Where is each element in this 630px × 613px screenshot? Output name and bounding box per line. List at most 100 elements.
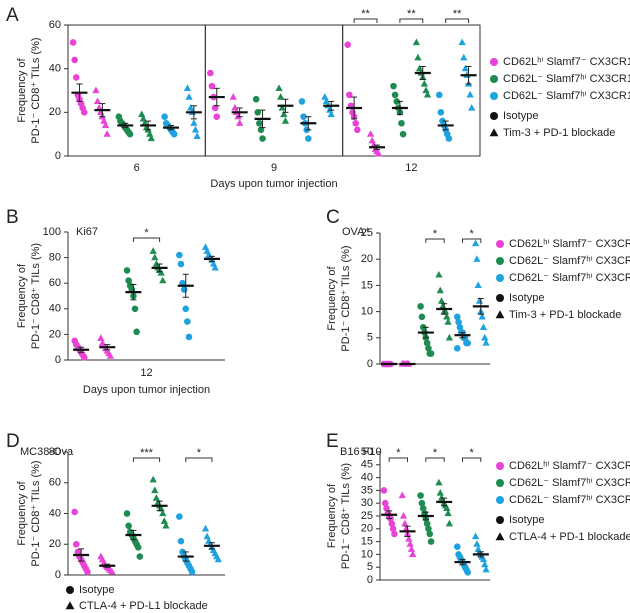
legend-label: Isotype xyxy=(503,110,538,122)
significance-bracket xyxy=(425,457,445,462)
data-point xyxy=(473,255,481,262)
data-point xyxy=(71,56,78,64)
y-axis-label: Frequency of xyxy=(16,57,28,122)
y-axis-label: PD-1⁻ CD8⁺ TILs (%) xyxy=(30,243,42,349)
data-point xyxy=(456,324,464,331)
data-point xyxy=(147,134,155,142)
data-point xyxy=(426,530,434,538)
data-point xyxy=(161,113,168,120)
data-point xyxy=(399,130,407,138)
data-point xyxy=(417,303,424,310)
data-point xyxy=(481,560,489,568)
y-axis-label: Frequency of xyxy=(326,265,338,330)
significance-label: * xyxy=(433,447,438,459)
y-tick-label: 0 xyxy=(367,358,373,370)
y-tick-label: 40 xyxy=(361,472,373,484)
data-point xyxy=(415,64,424,72)
x-axis-label: Days upon tumor injection xyxy=(210,178,337,190)
y-tick-label: 100 xyxy=(43,226,61,238)
x-tick-label: 9 xyxy=(271,162,277,174)
legend-marker xyxy=(490,112,498,120)
data-point xyxy=(435,91,443,99)
data-point xyxy=(473,540,481,547)
data-point xyxy=(203,532,211,540)
data-point xyxy=(422,86,430,94)
data-point xyxy=(391,91,399,99)
data-point xyxy=(417,492,424,499)
y-tick-label: 80 xyxy=(49,446,61,458)
data-point xyxy=(458,38,466,46)
data-point xyxy=(159,276,167,284)
data-point xyxy=(427,538,435,545)
legend-marker xyxy=(496,496,504,504)
data-point xyxy=(443,504,451,511)
data-point xyxy=(482,565,490,573)
data-point xyxy=(445,135,453,142)
data-point xyxy=(84,568,91,576)
data-point xyxy=(236,119,244,126)
data-point xyxy=(453,543,461,551)
y-tick-label: 0 xyxy=(55,354,61,366)
legend-label: CD62Lʰⁱ Slamf7⁻ CX3CR1⁻ xyxy=(509,460,630,472)
y-tick-label: 10 xyxy=(361,306,373,318)
data-point xyxy=(298,98,306,105)
y-tick-label: 20 xyxy=(49,328,61,340)
panel-label: B xyxy=(6,207,19,228)
data-point xyxy=(390,82,397,90)
legend-label: CD62L⁻ Slamf7ʰⁱ CX3CR1⁻ xyxy=(509,255,630,267)
data-point xyxy=(151,253,159,261)
significance-label: * xyxy=(470,447,475,459)
legend-marker xyxy=(490,92,498,100)
y-tick-label: 10 xyxy=(361,548,373,560)
data-point xyxy=(445,519,454,527)
data-point xyxy=(423,339,431,347)
data-point xyxy=(453,344,461,352)
data-point xyxy=(149,475,157,483)
panel-title: B16 F10 xyxy=(340,446,382,458)
significance-label: * xyxy=(197,447,202,459)
significance-label: * xyxy=(144,227,149,239)
data-point xyxy=(103,130,111,137)
data-point xyxy=(381,499,389,507)
panel-label: E xyxy=(326,431,339,452)
data-point xyxy=(478,312,486,320)
legend-marker xyxy=(66,586,74,594)
legend-marker xyxy=(490,75,498,83)
data-point xyxy=(177,537,185,545)
data-point xyxy=(479,555,488,563)
data-point xyxy=(80,354,88,361)
y-tick-label: 30 xyxy=(361,497,373,509)
data-point xyxy=(344,41,352,48)
panel-label: D xyxy=(6,431,20,452)
data-point xyxy=(321,93,329,100)
data-point xyxy=(393,98,400,105)
significance-bracket xyxy=(132,457,161,462)
data-point xyxy=(257,126,265,134)
significance-label: * xyxy=(470,228,475,240)
legend-marker xyxy=(496,462,504,470)
data-point xyxy=(305,135,312,142)
data-point xyxy=(405,535,413,542)
data-point xyxy=(464,339,472,347)
data-point xyxy=(419,505,427,512)
y-tick-label: 15 xyxy=(361,279,373,291)
data-point xyxy=(184,318,191,325)
data-point xyxy=(125,277,132,284)
data-point xyxy=(445,333,454,341)
y-axis-label: PD-1⁻ CD8⁺ TILs (%) xyxy=(30,460,42,566)
data-point xyxy=(435,478,443,486)
data-point xyxy=(444,318,452,325)
data-point xyxy=(461,64,469,72)
significance-label: * xyxy=(396,447,401,459)
data-point xyxy=(388,520,396,527)
data-point xyxy=(374,149,383,157)
data-point xyxy=(231,104,239,111)
y-tick-label: 15 xyxy=(361,536,373,548)
data-point xyxy=(389,525,397,533)
category-box xyxy=(342,24,481,157)
y-tick-label: 35 xyxy=(361,484,373,496)
data-point xyxy=(126,130,134,138)
data-point xyxy=(157,269,165,276)
data-point xyxy=(444,509,452,517)
